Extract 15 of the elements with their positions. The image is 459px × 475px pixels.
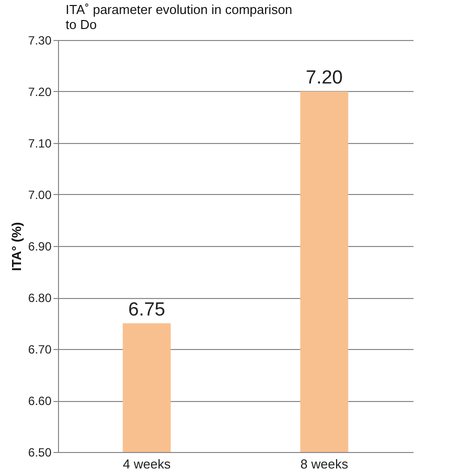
- y-tick-label: 7.30: [28, 34, 52, 48]
- data-label: 7.20: [306, 68, 343, 88]
- y-tick-label: 7.10: [28, 136, 52, 150]
- data-label: 6.75: [128, 299, 166, 320]
- x-tick-label: 8 weeks: [300, 456, 349, 472]
- y-tick-label: 6.50: [28, 446, 52, 460]
- y-tick-label: 6.70: [28, 342, 52, 356]
- y-tick-label: 6.80: [28, 291, 52, 305]
- y-tick-label: 7.00: [28, 188, 52, 202]
- y-axis-title: ITA° (%): [9, 222, 24, 272]
- y-tick-label: 6.60: [28, 394, 52, 408]
- chart-title: ITA˚ parameter evolution in comparison to Do: [66, 2, 292, 32]
- x-tick-label: 4 weeks: [122, 456, 172, 472]
- y-tick-label: 7.20: [28, 85, 52, 99]
- y-tick-label: 6.90: [28, 240, 52, 254]
